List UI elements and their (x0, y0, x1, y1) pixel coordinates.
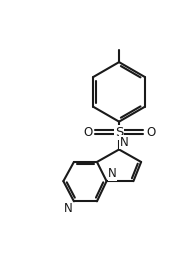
Text: O: O (146, 126, 155, 139)
Text: N: N (120, 136, 129, 149)
Text: N: N (64, 202, 72, 215)
Text: N: N (108, 167, 117, 180)
Text: O: O (83, 126, 92, 139)
Text: S: S (115, 126, 123, 139)
